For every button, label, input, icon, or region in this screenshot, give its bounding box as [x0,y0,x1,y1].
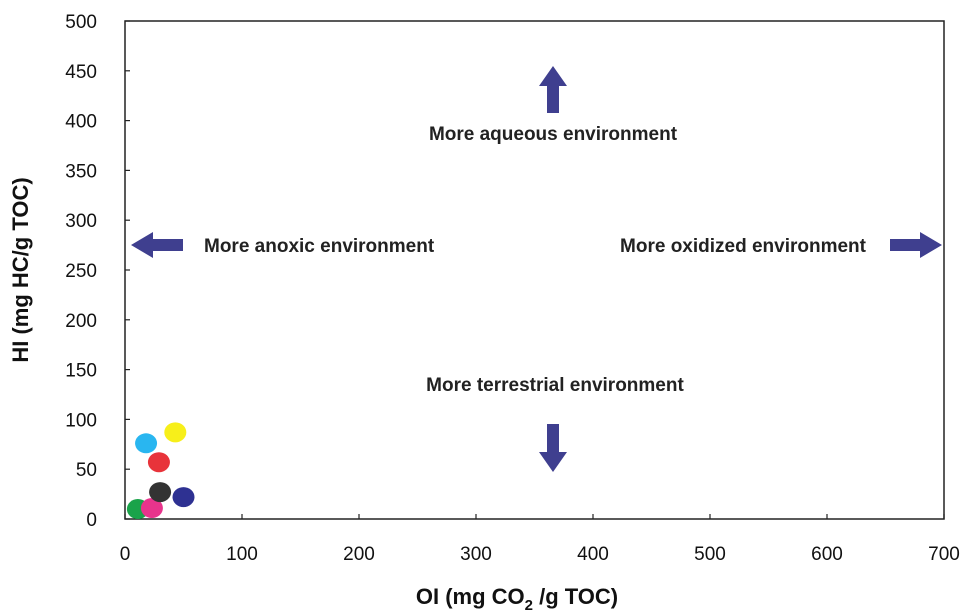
x-tick-label: 300 [460,544,492,565]
data-points [126,422,195,520]
annotation-terrestrial: More terrestrial environment [426,375,684,396]
data-point [135,433,158,454]
y-tick-label: 250 [65,261,97,282]
y-tick-label: 450 [65,62,97,83]
x-axis-title-main: OI (mg CO [416,584,525,609]
data-point [149,482,172,503]
x-axis-title-rest: /g TOC) [533,584,618,609]
x-tick-label: 0 [120,544,131,565]
y-tick-label: 200 [65,311,97,332]
x-tick-label: 100 [226,544,258,565]
x-tick-label: 600 [811,544,843,565]
data-point [164,422,187,443]
y-tick-label: 500 [65,12,97,33]
plot-frame [124,20,945,520]
x-tick-label: 400 [577,544,609,565]
y-tick-label: 0 [86,510,97,531]
x-tick-label: 500 [694,544,726,565]
y-tick-label: 150 [65,361,97,382]
y-tick-label: 300 [65,211,97,232]
annotation-oxidized: More oxidized environment [620,236,867,257]
arrow-right-icon [890,232,942,258]
x-tick-label: 200 [343,544,375,565]
annotation-aqueous: More aqueous environment [429,124,678,145]
x-tick-label: 700 [928,544,960,565]
y-tick-label: 50 [76,460,97,481]
arrow-left-icon [131,232,183,258]
data-point [172,487,195,508]
y-tick-label: 100 [65,410,97,431]
x-axis-title-subscript: 2 [525,597,533,613]
axes [124,20,945,520]
arrow-up-icon [539,66,567,113]
annotation-anoxic: More anoxic environment [204,236,435,257]
x-tick-labels: 0 100 200 300 400 500 600 700 [120,544,960,565]
y-tick-label: 350 [65,161,97,182]
data-point [147,452,170,473]
y-tick-labels: 0 50 100 150 200 250 300 350 400 450 500 [65,12,97,531]
data-point [140,498,163,519]
x-axis-title: OI (mg CO2 /g TOC) [416,584,618,613]
y-axis-title: HI (mg HC/g TOC) [8,177,33,362]
arrow-down-icon [539,424,567,472]
y-tick-label: 400 [65,112,97,133]
